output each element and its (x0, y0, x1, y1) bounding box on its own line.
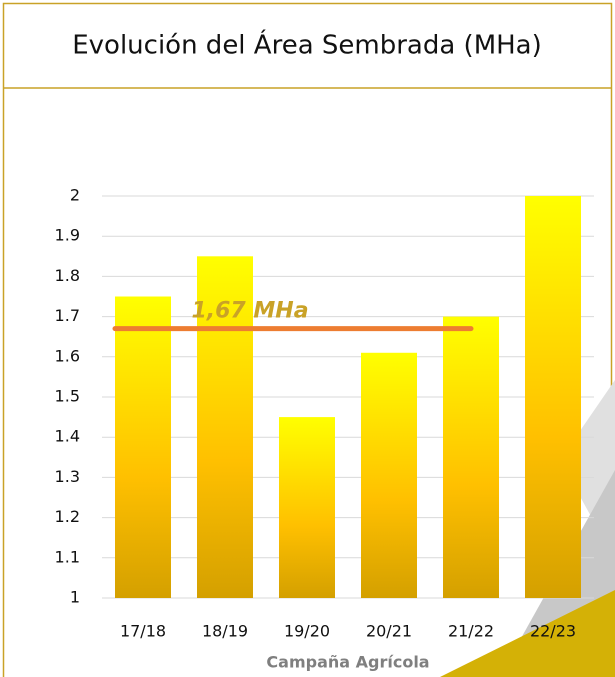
y-tick-label: 1.3 (55, 467, 80, 486)
x-tick-label: 19/20 (284, 622, 330, 641)
x-axis-label: Campaña Agrícola (266, 653, 429, 672)
x-tick-label: 18/19 (202, 622, 248, 641)
y-tick-label: 1.6 (55, 346, 80, 365)
y-tick-label: 1.9 (55, 226, 80, 245)
decor-gold (440, 590, 615, 677)
x-tick-label: 17/18 (120, 622, 166, 641)
y-tick-label: 1 (70, 588, 80, 607)
y-tick-label: 1.8 (55, 266, 80, 285)
bar (197, 256, 253, 598)
bar (443, 316, 499, 598)
bar (525, 196, 581, 598)
y-tick-label: 2 (70, 186, 80, 205)
bar (361, 352, 417, 598)
y-tick-label: 1.5 (55, 387, 80, 406)
y-tick-label: 1.1 (55, 547, 80, 566)
x-tick-label: 21/22 (448, 622, 494, 641)
average-label: 1,67 MHa (191, 299, 308, 324)
x-tick-label: 22/23 (530, 622, 576, 641)
bar (279, 417, 335, 598)
y-tick-label: 1.7 (55, 306, 80, 325)
y-tick-label: 1.2 (55, 507, 80, 526)
x-tick-label: 20/21 (366, 622, 412, 641)
y-tick-label: 1.4 (55, 427, 80, 446)
chart-title: Evolución del Área Sembrada (MHa) (72, 29, 542, 61)
bar (115, 296, 171, 598)
